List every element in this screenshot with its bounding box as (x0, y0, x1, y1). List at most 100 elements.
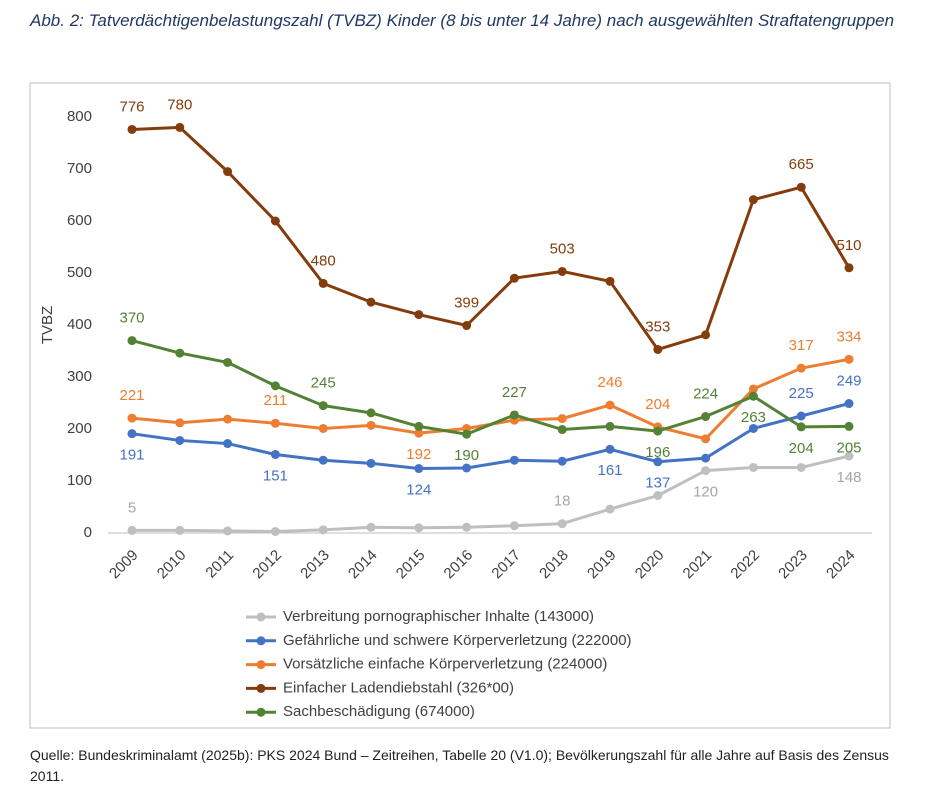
legend-marker (256, 636, 266, 646)
data-point (605, 400, 615, 410)
data-label: 263 (741, 409, 766, 426)
data-point (366, 458, 376, 468)
data-point (223, 357, 233, 367)
data-point (701, 434, 711, 444)
data-point (509, 410, 519, 420)
x-tick-label: 2018 (536, 547, 572, 583)
y-tick-label: 500 (67, 264, 92, 281)
x-tick-label: 2014 (345, 547, 381, 583)
data-point (653, 457, 663, 467)
data-point (462, 522, 472, 532)
data-point (462, 463, 472, 473)
data-point (557, 266, 567, 276)
data-point (748, 423, 758, 433)
data-point (175, 418, 185, 428)
data-point (701, 453, 711, 463)
data-point (318, 525, 328, 535)
data-point (175, 435, 185, 445)
data-point (748, 462, 758, 472)
data-point (557, 519, 567, 529)
data-point (318, 423, 328, 433)
chart-title: Abb. 2: Tatverdächtigenbelastungszahl (T… (30, 11, 895, 30)
y-tick-label: 200 (67, 420, 92, 437)
series-line (132, 454, 850, 533)
series-line (131, 402, 850, 471)
data-label: 204 (789, 440, 814, 457)
data-point (318, 401, 328, 411)
data-point (701, 466, 711, 476)
data-point (223, 439, 233, 449)
data-label: 151 (263, 467, 288, 484)
data-point (414, 421, 424, 431)
data-label: 191 (119, 447, 144, 464)
data-point (796, 363, 806, 373)
data-label: 148 (836, 469, 861, 486)
data-point (844, 451, 854, 461)
data-point (175, 122, 185, 132)
series-line (131, 357, 850, 441)
x-tick-label: 2013 (297, 547, 333, 583)
data-point (509, 455, 519, 465)
data-label: 18 (554, 493, 571, 510)
source-note: Quelle: Bundeskriminalamt (2025b): PKS 2… (30, 747, 889, 784)
data-label: 211 (263, 392, 287, 409)
legend-marker (256, 660, 266, 670)
y-tick-label: 800 (67, 108, 92, 125)
x-tick-label: 2009 (106, 547, 142, 583)
data-point (605, 421, 615, 431)
data-label: 204 (645, 396, 670, 413)
data-point (748, 391, 758, 401)
data-label: 246 (597, 374, 622, 391)
chart: TVBZ 0 100 200 300 400 500 600 700 800 2009 2010 20… (29, 82, 891, 729)
data-label: 249 (836, 372, 861, 389)
chart-frame (29, 82, 891, 729)
x-tick-label: 2023 (775, 547, 811, 583)
data-point (366, 522, 376, 532)
data-label: 353 (645, 318, 670, 335)
data-label: 227 (502, 384, 527, 401)
data-point (796, 411, 806, 421)
y-tick-label: 300 (67, 368, 92, 385)
data-point (223, 167, 233, 177)
data-point (270, 526, 280, 536)
data-label: 776 (119, 98, 144, 115)
x-tick-label: 2021 (680, 547, 716, 583)
data-point (127, 429, 137, 439)
data-point (605, 444, 615, 454)
data-point (796, 422, 806, 432)
data-label: 205 (836, 439, 861, 456)
data-point (127, 413, 137, 423)
y-axis-label: TVBZ (39, 306, 56, 344)
data-label: 196 (645, 444, 670, 461)
y-tick-label: 100 (67, 472, 92, 489)
data-point (796, 462, 806, 472)
data-point (509, 521, 519, 531)
data-label: 480 (311, 252, 336, 269)
data-label: 124 (406, 481, 431, 498)
data-point (414, 310, 424, 320)
data-point (653, 491, 663, 501)
data-label: 137 (645, 475, 670, 492)
legend-label: Sachbeschädigung (674000) (283, 703, 475, 720)
y-tick-label: 700 (67, 160, 92, 177)
data-label: 780 (167, 96, 192, 113)
series-line (131, 125, 851, 352)
data-point (366, 297, 376, 307)
x-tick-label: 2017 (488, 547, 524, 583)
data-label: 120 (693, 484, 718, 501)
data-label: 190 (454, 447, 479, 464)
data-point (557, 456, 567, 466)
data-point (557, 425, 567, 435)
legend-label: Vorsätzliche einfache Körperverletzung (… (283, 656, 607, 673)
data-point (223, 526, 233, 536)
data-point (748, 195, 758, 205)
legend-marker (256, 707, 266, 717)
x-tick-label: 2024 (823, 547, 859, 583)
data-label: 245 (311, 375, 336, 392)
data-point (270, 449, 280, 459)
data-point (462, 321, 472, 331)
data-point (748, 384, 758, 394)
data-label: 665 (789, 156, 814, 173)
data-point (414, 523, 424, 533)
